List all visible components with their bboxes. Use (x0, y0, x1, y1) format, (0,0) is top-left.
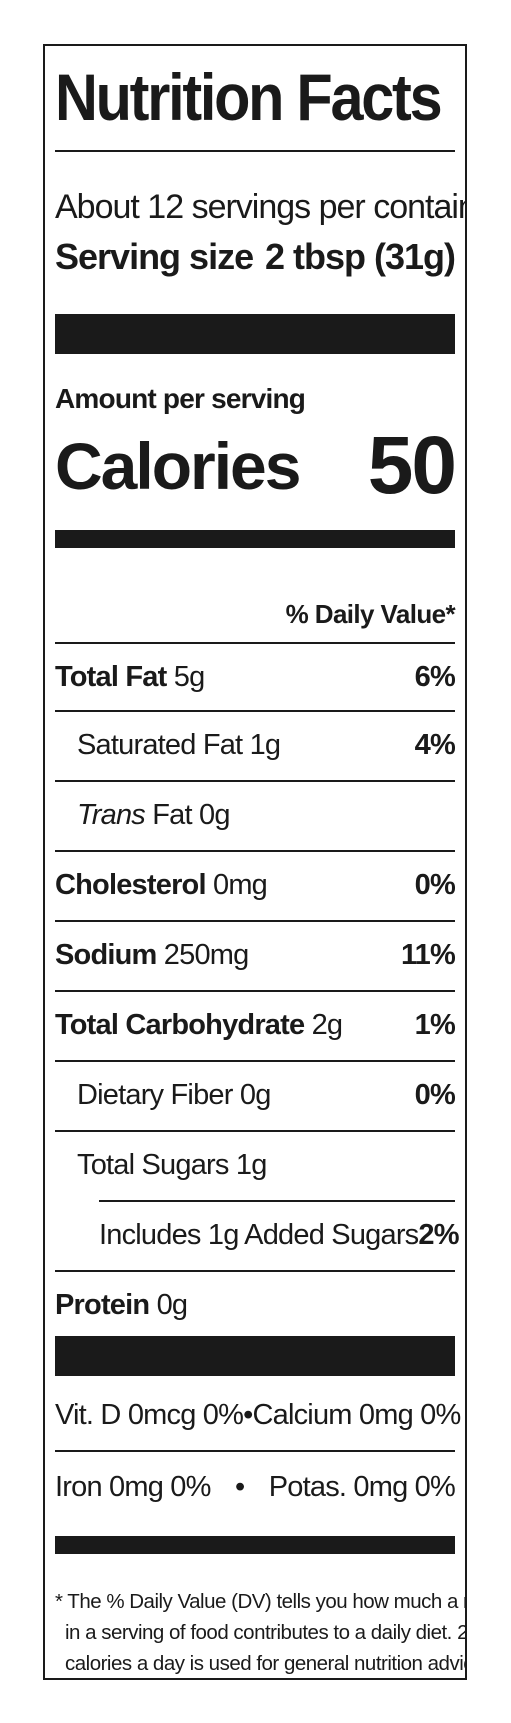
row-divider (55, 1270, 455, 1272)
nutrient-row-total-carbohydrate: Total Carbohydrate 2g 1% (55, 992, 456, 1058)
footnote-line: * The % Daily Value (DV) tells you how m… (55, 1590, 465, 1613)
nutrient-amount: 2g (311, 1008, 343, 1041)
amount-per-serving: Amount per serving (55, 383, 306, 414)
vitamin-d: Vit. D 0mcg 0% (55, 1398, 244, 1431)
dv-divider (55, 642, 455, 644)
nutrient-dv: 4% (414, 728, 456, 761)
calories-divider-bar (55, 530, 455, 548)
nutrient-dv: 0% (414, 1078, 456, 1111)
vitamin-row-2: Iron 0mg 0% • Potas. 0mg 0% (55, 1452, 456, 1522)
nutrient-dv: 0% (414, 868, 456, 901)
nutrient-name: Protein (55, 1288, 150, 1321)
nutrient-row-saturated-fat: Saturated Fat 1g 4% (55, 712, 456, 778)
label-content: Nutrition Facts About 12 servings per co… (55, 46, 467, 1678)
nutrient-amount: 250mg (163, 938, 249, 971)
nutrient-amount: 0mg (213, 868, 268, 901)
nutrient-dv: 2% (418, 1218, 459, 1251)
row-divider (55, 710, 455, 712)
nutrient-row-protein: Protein 0g (55, 1272, 455, 1338)
nutrient-amount: 5g (173, 660, 205, 693)
nutrient-row-sodium: Sodium 250mg 11% (55, 922, 456, 988)
calories-row: Calories 50 (55, 412, 457, 520)
footnote-line: in a serving of food contributes to a da… (65, 1621, 467, 1644)
nutrient-row-dietary-fiber: Dietary Fiber 0g 0% (55, 1062, 456, 1128)
serving-divider-bar (55, 314, 455, 354)
nutrient-name-suffix: Fat (152, 798, 192, 831)
nutrient-row-cholesterol: Cholesterol 0mg 0% (55, 852, 456, 918)
footnote-divider-bar (55, 1536, 455, 1554)
servings-per-container: About 12 servings per container (55, 188, 467, 226)
row-divider (55, 850, 455, 852)
nutrient-dv: 6% (414, 660, 456, 693)
row-divider (55, 920, 455, 922)
row-divider (55, 990, 455, 992)
row-divider (55, 1130, 455, 1132)
serving-size-value: 2 tbsp (31g) (264, 236, 456, 277)
nutrient-amount: 0g (156, 1288, 188, 1321)
nutrient-name: Trans (77, 798, 146, 831)
nutrition-facts-label: Nutrition Facts About 12 servings per co… (43, 44, 467, 1680)
nutrient-dv: 1% (414, 1008, 456, 1041)
serving-size-label: Serving size (55, 236, 254, 277)
added-sugars-divider (99, 1200, 455, 1202)
nutrient-name: Dietary Fiber (77, 1078, 233, 1111)
calories-label: Calories (55, 429, 301, 503)
iron: Iron 0mg 0% (55, 1470, 211, 1503)
calories-value: 50 (367, 420, 457, 511)
nutrient-amount: 0g (199, 798, 230, 831)
nutrient-row-added-sugars: Includes 1g Added Sugars 2% (55, 1202, 460, 1268)
bullet-separator: • (243, 1398, 253, 1431)
nutrient-amount: 0g (239, 1078, 271, 1111)
serving-size-row: Serving size 2 tbsp (31g) (55, 232, 456, 282)
daily-value-header: % Daily Value* (285, 599, 456, 629)
nutrient-row-total-sugars: Total Sugars 1g (55, 1132, 455, 1198)
nutrient-name: Includes 1g Added Sugars (99, 1218, 419, 1251)
footnote: * The % Daily Value (DV) tells you how m… (55, 1586, 467, 1678)
nutrient-name: Total Sugars (77, 1148, 229, 1181)
nutrient-name: Saturated Fat (77, 728, 243, 761)
protein-divider-bar (55, 1336, 455, 1376)
nutrient-name: Sodium (55, 938, 157, 971)
nutrient-name: Cholesterol (55, 868, 207, 901)
label-title: Nutrition Facts (55, 60, 443, 134)
row-divider (55, 1060, 455, 1062)
title-divider (55, 150, 455, 152)
calcium: Calcium 0mg 0% (252, 1398, 461, 1431)
bullet-separator: • (235, 1470, 245, 1503)
nutrient-amount: 1g (235, 1148, 267, 1181)
nutrient-row-trans-fat: Trans Fat 0g (55, 782, 455, 848)
vitamin-row-1: Vit. D 0mcg 0% • Calcium 0mg 0% (55, 1380, 461, 1450)
nutrient-amount: 1g (249, 728, 281, 761)
row-divider (55, 780, 455, 782)
potassium: Potas. 0mg 0% (268, 1470, 456, 1503)
nutrient-dv: 11% (400, 938, 456, 971)
row-divider (55, 1450, 455, 1452)
nutrient-name: Total Carbohydrate (55, 1008, 305, 1041)
nutrient-row-total-fat: Total Fat 5g 6% (55, 644, 456, 710)
footnote-line: calories a day is used for general nutri… (65, 1652, 467, 1675)
nutrient-name: Total Fat (55, 660, 167, 693)
